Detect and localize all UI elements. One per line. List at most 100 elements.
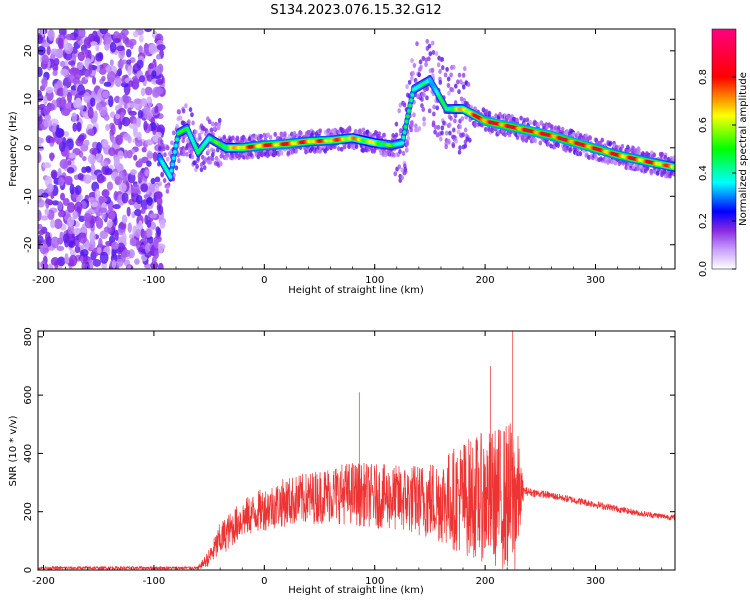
heatmap-noise-cell bbox=[87, 106, 94, 119]
heatmap-halo-cell bbox=[318, 128, 323, 134]
heatmap-halo-cell bbox=[163, 152, 167, 158]
heatmap-halo-cell bbox=[195, 164, 199, 170]
heatmap-noise-cell bbox=[60, 192, 66, 201]
heatmap-halo-cell bbox=[181, 138, 186, 144]
heatmap-noise-cell bbox=[141, 146, 147, 153]
heatmap-halo-cell bbox=[160, 171, 164, 177]
heatmap-halo-cell bbox=[520, 134, 525, 140]
heatmap-noise-cell bbox=[138, 158, 144, 166]
heatmap-halo-cell bbox=[463, 127, 468, 133]
heatmap-halo-cell bbox=[401, 150, 406, 156]
heatmap-noise-cell bbox=[38, 261, 42, 269]
heatmap-halo-cell bbox=[299, 131, 303, 137]
heatmap-noise-cell bbox=[81, 166, 87, 174]
heatmap-halo-cell bbox=[458, 145, 462, 151]
heatmap-halo-cell bbox=[294, 148, 299, 154]
heatmap-noise-cell bbox=[38, 93, 44, 103]
heatmap-halo-cell bbox=[461, 84, 466, 90]
snr-xlabel: Height of straight line (km) bbox=[288, 585, 424, 596]
heatmap-halo-cell bbox=[424, 61, 428, 67]
heatmap-noise-cell bbox=[152, 151, 158, 162]
heatmap-ridge-core bbox=[407, 109, 411, 113]
heatmap-noise-cell bbox=[38, 136, 43, 144]
heatmap-noise-cell bbox=[140, 87, 146, 97]
heatmap-ridge-core bbox=[173, 150, 177, 154]
heatmap-noise-cell bbox=[55, 128, 64, 138]
heatmap-halo-cell bbox=[162, 146, 166, 152]
heatmap-noise-cell bbox=[90, 97, 96, 107]
heatmap-halo-cell bbox=[420, 103, 424, 109]
heatmap-noise-cell bbox=[99, 29, 109, 35]
x-tick-label: 300 bbox=[586, 576, 605, 587]
heatmap-noise-cell bbox=[67, 202, 76, 213]
heatmap-noise-cell bbox=[41, 192, 49, 198]
heatmap-ridge-core bbox=[408, 103, 412, 108]
heatmap-halo-cell bbox=[347, 127, 352, 133]
heatmap-halo-cell bbox=[446, 82, 451, 88]
heatmap-noise-cell bbox=[128, 249, 135, 259]
heatmap-halo-cell bbox=[199, 167, 204, 173]
heatmap-noise-cell bbox=[78, 215, 86, 222]
heatmap-noise-cell bbox=[93, 35, 100, 43]
heatmap-noise-cell bbox=[101, 75, 106, 82]
heatmap-halo-cell bbox=[354, 143, 359, 149]
heatmap-noise-cell bbox=[154, 176, 161, 183]
heatmap-halo-cell bbox=[422, 116, 426, 122]
heatmap-halo-cell bbox=[560, 126, 565, 132]
heatmap-halo-cell bbox=[451, 127, 456, 133]
heatmap-noise-cell bbox=[77, 51, 86, 62]
heatmap-noise-cell bbox=[62, 233, 70, 244]
heatmap-noise-cell bbox=[133, 130, 139, 138]
heatmap-noise-cell bbox=[75, 97, 82, 108]
heatmap-noise-cell bbox=[128, 80, 134, 88]
heatmap-halo-cell bbox=[608, 141, 612, 147]
heatmap-noise-cell bbox=[134, 208, 142, 217]
heatmap-halo-cell bbox=[422, 121, 426, 127]
heatmap-noise-cell bbox=[57, 256, 66, 267]
heatmap-noise-cell bbox=[51, 200, 60, 206]
heatmap-noise-cell bbox=[59, 159, 69, 169]
heatmap-halo-cell bbox=[440, 65, 445, 71]
heatmap-halo-cell bbox=[235, 135, 240, 141]
heatmap-halo-cell bbox=[428, 51, 433, 57]
heatmap-halo-cell bbox=[158, 145, 162, 151]
heatmap-noise-cell bbox=[63, 38, 69, 51]
heatmap-noise-cell bbox=[74, 69, 82, 80]
heatmap-halo-cell bbox=[498, 111, 502, 117]
heatmap-noise-cell bbox=[121, 116, 131, 127]
heatmap-noise-cell bbox=[133, 154, 138, 161]
y-tick-label: 0 bbox=[23, 567, 34, 573]
heatmap-halo-cell bbox=[424, 57, 429, 63]
x-tick-label: -200 bbox=[32, 275, 55, 286]
heatmap-ridge-core bbox=[170, 162, 175, 167]
spectrogram-heatmap bbox=[38, 29, 675, 269]
heatmap-ridge-core bbox=[404, 119, 409, 124]
heatmap-noise-cell bbox=[57, 210, 64, 218]
heatmap-noise-cell bbox=[43, 95, 48, 105]
heatmap-noise-cell bbox=[135, 139, 143, 147]
heatmap-noise-cell bbox=[56, 245, 65, 252]
heatmap-noise-cell bbox=[144, 243, 150, 254]
heatmap-ridge-core bbox=[169, 168, 174, 173]
heatmap-noise-cell bbox=[95, 151, 102, 162]
heatmap-halo-cell bbox=[600, 137, 605, 143]
heatmap-halo-cell bbox=[443, 72, 448, 78]
heatmap-halo-cell bbox=[283, 131, 287, 137]
heatmap-noise-cell bbox=[159, 219, 166, 229]
heatmap-halo-cell bbox=[165, 156, 170, 162]
heatmap-noise-cell bbox=[78, 232, 87, 244]
heatmap-halo-cell bbox=[190, 112, 194, 118]
heatmap-noise-cell bbox=[130, 183, 140, 194]
heatmap-noise-cell bbox=[146, 96, 152, 104]
heatmap-noise-cell bbox=[117, 150, 124, 160]
heatmap-halo-cell bbox=[438, 69, 442, 75]
heatmap-noise-cell bbox=[155, 78, 164, 85]
heatmap-halo-cell bbox=[165, 188, 170, 194]
heatmap-halo-cell bbox=[519, 115, 523, 121]
heatmap-noise-cell bbox=[155, 226, 161, 234]
heatmap-ridge-core bbox=[171, 156, 176, 160]
heatmap-noise-cell bbox=[64, 130, 69, 138]
heatmap-noise-cell bbox=[98, 195, 105, 204]
heatmap-halo-cell bbox=[230, 135, 235, 141]
heatmap-noise-cell bbox=[74, 201, 83, 214]
